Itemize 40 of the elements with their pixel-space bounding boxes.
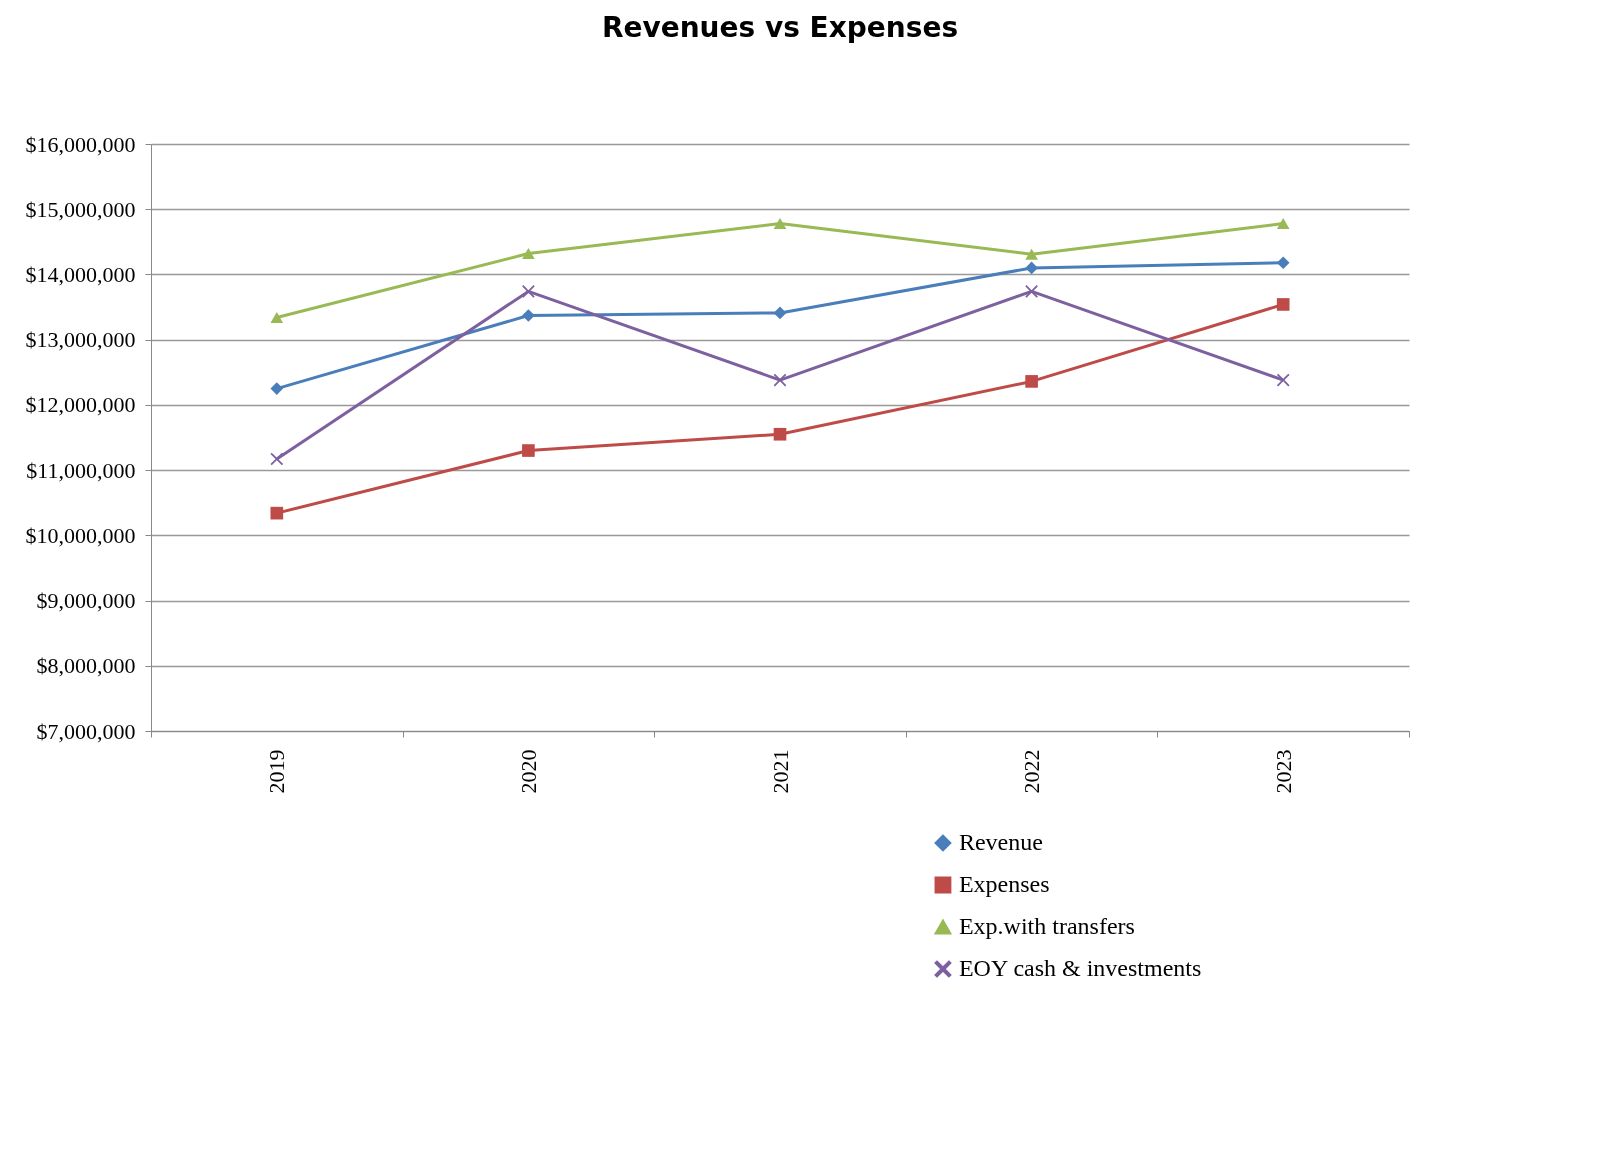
chart-title: Revenues vs Expenses: [601, 11, 959, 44]
point: [270, 506, 284, 520]
y-tick-label: $10,000,000: [25, 522, 136, 548]
point: [1276, 218, 1290, 230]
x-tick-label: 2021: [767, 749, 793, 794]
point: [773, 373, 787, 387]
point: [270, 452, 284, 466]
y-tick-label: $11,000,000: [26, 457, 136, 483]
point: [522, 309, 535, 322]
x-tick-label: 2023: [1270, 749, 1296, 794]
point: [270, 382, 284, 395]
legend-label: Revenue: [958, 829, 1043, 855]
point: [773, 218, 787, 230]
point: [773, 427, 787, 441]
point: [1276, 298, 1290, 311]
x-tick-label: 2019: [264, 749, 290, 794]
point: [1025, 248, 1038, 260]
y-tick-label: $9,000,000: [36, 588, 136, 614]
point: [1276, 373, 1290, 387]
point: [1276, 256, 1290, 270]
point: [1025, 285, 1038, 298]
point: [1025, 261, 1038, 275]
x-tick-label: 2020: [515, 749, 541, 794]
y-tick-label: $16,000,000: [25, 131, 136, 157]
x-tick-label: 2022: [1019, 749, 1045, 794]
point: [773, 306, 787, 320]
legend-label: Expenses: [958, 871, 1050, 897]
y-tick-label: $13,000,000: [25, 327, 136, 353]
legend-label: EOY cash & investments: [958, 955, 1202, 981]
legend-label: Exp.with transfers: [958, 913, 1135, 939]
point: [1025, 375, 1038, 388]
y-tick-label: $12,000,000: [25, 392, 136, 418]
point: [522, 248, 535, 260]
y-tick-label: $14,000,000: [25, 261, 136, 287]
point: [522, 285, 535, 298]
y-tick-label: $7,000,000: [36, 718, 136, 744]
y-tick-label: $8,000,000: [36, 653, 136, 679]
y-tick-label: $15,000,000: [25, 196, 136, 222]
point: [270, 312, 284, 323]
point: [522, 444, 535, 457]
